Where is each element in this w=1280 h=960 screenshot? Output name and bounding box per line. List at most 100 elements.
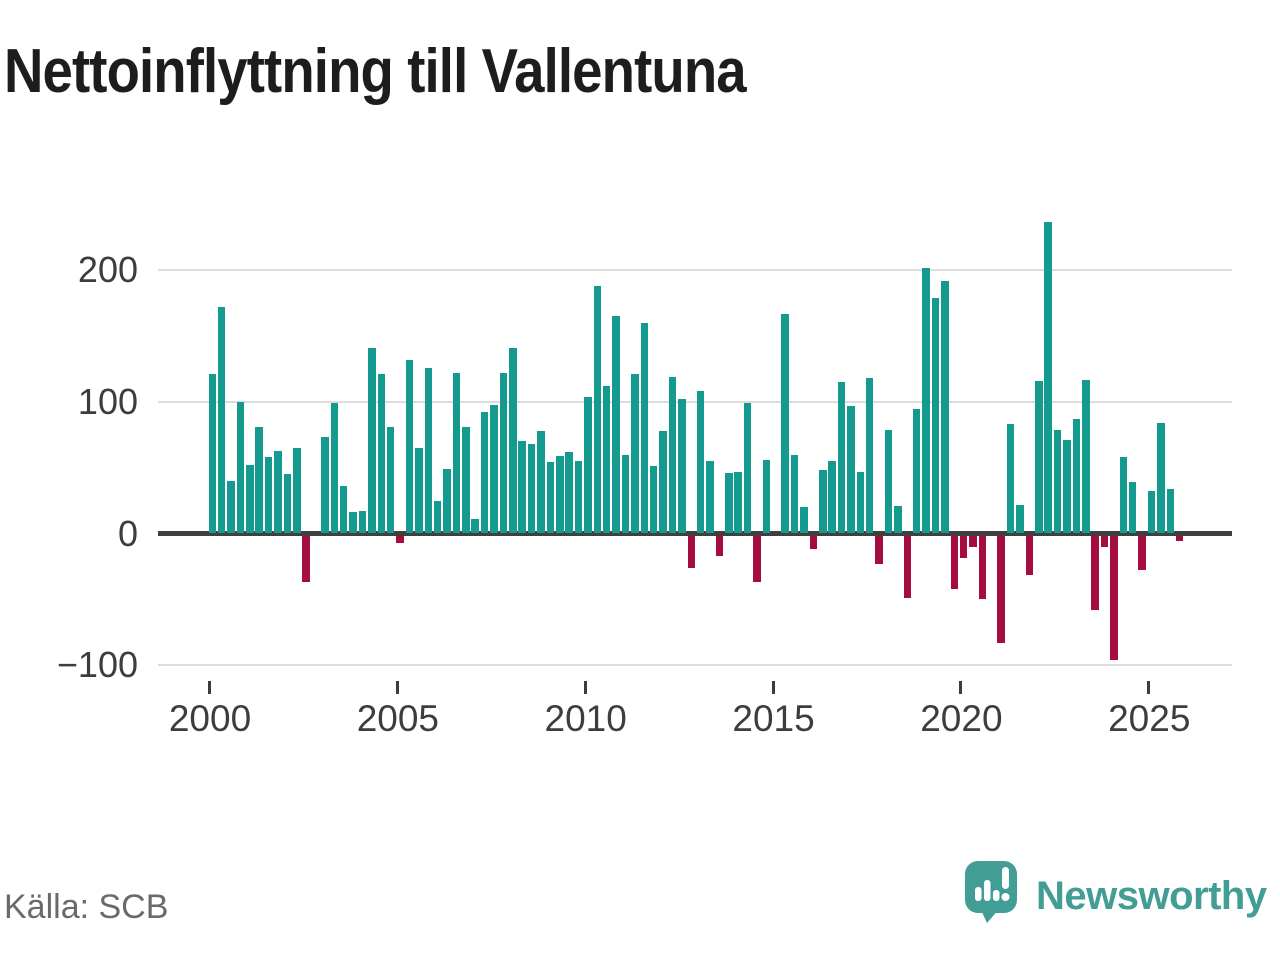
bar-2014Q2 <box>743 403 752 534</box>
bar-2016Q2 <box>819 470 827 534</box>
bar-2018Q3 <box>903 536 912 598</box>
bar-2013Q3 <box>715 536 724 556</box>
bar-2012Q1 <box>659 430 667 534</box>
bar-2007Q2 <box>480 412 489 534</box>
x-tick-2025 <box>1147 681 1151 694</box>
bar-2010Q4 <box>612 316 620 534</box>
bar-2015Q2 <box>781 313 789 534</box>
bar-2004Q1 <box>358 511 367 534</box>
y-tick-label-100: 100 <box>77 380 138 422</box>
bar-2002Q2 <box>293 447 301 534</box>
bar-2009Q3 <box>565 451 573 534</box>
bar-2009Q4 <box>574 461 583 534</box>
bar-2017Q1 <box>847 405 855 534</box>
x-axis-zero-line <box>158 531 1232 536</box>
bar-2000Q3 <box>227 480 235 534</box>
bar-2014Q4 <box>762 459 771 534</box>
newsworthy-speech-bubble-barchart-icon <box>962 858 1020 929</box>
bar-2002Q1 <box>283 474 292 534</box>
bar-2002Q3 <box>302 536 310 583</box>
x-tick-label-2025: 2025 <box>1108 698 1191 739</box>
bar-2019Q4 <box>950 536 958 589</box>
bar-2008Q1 <box>509 348 517 534</box>
bar-2001Q3 <box>264 457 273 534</box>
bar-2006Q4 <box>462 426 470 534</box>
x-tick-label-2000: 2000 <box>168 698 252 739</box>
bar-2001Q4 <box>274 450 282 534</box>
gridline--100 <box>158 664 1232 667</box>
bar-2017Q4 <box>875 536 883 564</box>
bar-2001Q1 <box>246 465 254 534</box>
bar-2007Q3 <box>490 404 498 534</box>
bar-2008Q4 <box>537 430 545 534</box>
x-tick-2020 <box>959 681 963 694</box>
bar-2011Q2 <box>631 374 639 534</box>
bar-2016Q4 <box>837 382 846 534</box>
bar-2023Q4 <box>1100 536 1109 547</box>
bar-2005Q1 <box>396 536 404 543</box>
bar-2018Q2 <box>894 505 902 534</box>
bar-2000Q4 <box>236 401 245 534</box>
bar-2025Q2 <box>1157 422 1165 534</box>
bar-2025Q3 <box>1166 488 1175 534</box>
bar-2005Q3 <box>415 447 423 534</box>
bar-2024Q1 <box>1110 536 1118 660</box>
bar-2007Q1 <box>471 519 479 534</box>
bar-2025Q4 <box>1175 536 1184 542</box>
bar-2011Q3 <box>640 323 649 534</box>
bar-2014Q3 <box>753 536 761 583</box>
bar-2020Q1 <box>959 536 968 559</box>
bar-2006Q2 <box>443 469 451 534</box>
bar-2010Q2 <box>593 286 602 534</box>
bar-2003Q2 <box>330 403 339 534</box>
x-tick-label-2010: 2010 <box>544 698 627 739</box>
bar-2022Q1 <box>1035 380 1043 534</box>
bar-2006Q1 <box>433 500 442 534</box>
bar-2020Q3 <box>978 536 987 600</box>
bar-2003Q4 <box>349 512 357 534</box>
y-tick-label-200: 200 <box>77 249 138 291</box>
bar-2005Q4 <box>424 367 433 534</box>
bar-2004Q3 <box>377 374 386 534</box>
x-tick-label-2020: 2020 <box>920 698 1003 739</box>
bar-2005Q2 <box>405 359 414 534</box>
bar-2021Q2 <box>1006 424 1015 534</box>
x-tick-2000 <box>208 681 211 694</box>
bar-2018Q1 <box>884 429 893 534</box>
bar-2025Q1 <box>1147 491 1156 534</box>
chart-title: Nettoinflyttning till Vallentuna <box>4 37 747 106</box>
brand-name: Newsworthy <box>1036 874 1267 918</box>
bar-2013Q4 <box>725 472 733 534</box>
bar-2021Q3 <box>1016 504 1024 534</box>
bar-2017Q3 <box>865 378 874 534</box>
bar-2016Q1 <box>809 536 818 550</box>
bar-2010Q1 <box>584 396 592 534</box>
bar-2022Q4 <box>1063 440 1071 534</box>
bar-2024Q2 <box>1119 457 1128 534</box>
x-tick-2010 <box>583 681 587 694</box>
bar-2021Q1 <box>997 536 1005 643</box>
bar-2012Q3 <box>678 399 686 534</box>
bar-2012Q4 <box>687 536 696 568</box>
bar-2009Q2 <box>556 455 564 534</box>
x-tick-2015 <box>771 681 775 694</box>
bar-2022Q2 <box>1044 221 1052 534</box>
brand-logo: Newsworthy <box>962 858 1267 929</box>
y-tick-label--100: −100 <box>56 644 138 686</box>
bar-2020Q2 <box>969 536 977 547</box>
bar-2019Q2 <box>931 298 940 534</box>
bar-2023Q3 <box>1091 536 1099 610</box>
bar-2003Q3 <box>339 486 348 534</box>
bar-2015Q4 <box>800 507 808 534</box>
bar-2014Q1 <box>734 471 742 534</box>
bar-2003Q1 <box>321 437 329 534</box>
bar-2024Q3 <box>1128 482 1137 534</box>
gridline-100 <box>158 400 1232 403</box>
bar-2022Q3 <box>1053 429 1062 534</box>
bar-2013Q1 <box>696 391 705 534</box>
bar-2015Q3 <box>790 454 799 534</box>
bar-2006Q3 <box>452 373 461 534</box>
bar-2023Q2 <box>1082 379 1090 534</box>
bar-2011Q1 <box>621 454 630 534</box>
